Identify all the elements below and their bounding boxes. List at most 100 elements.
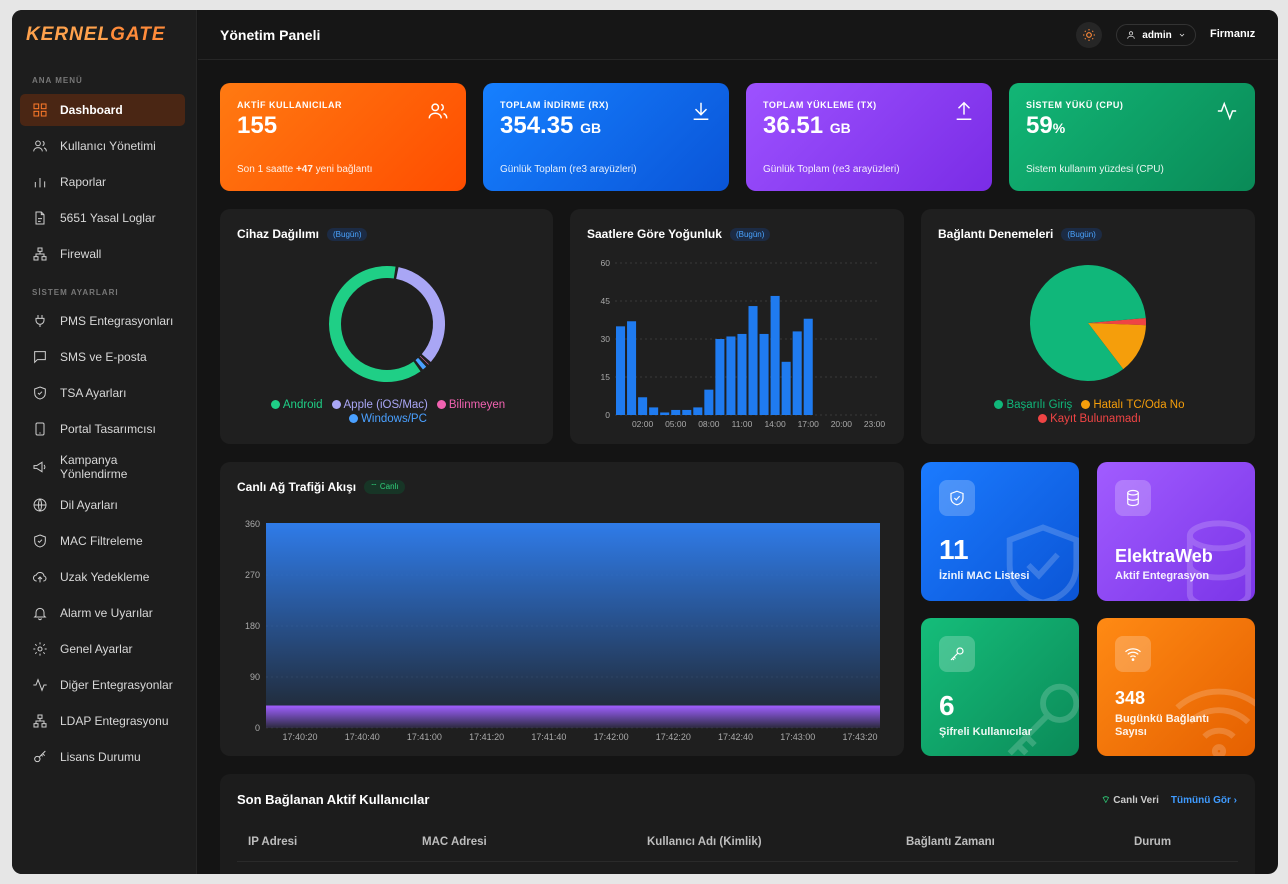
y-tick-label: 0 bbox=[255, 723, 260, 733]
pie-slice-hatal-tc-oda-no[interactable] bbox=[1088, 323, 1146, 370]
sidebar-item-dashboard[interactable]: Dashboard bbox=[20, 94, 185, 126]
bar-15:00[interactable] bbox=[781, 361, 791, 415]
bar-03:00[interactable] bbox=[649, 407, 659, 415]
sidebar-item-firewall[interactable]: Firewall bbox=[20, 238, 185, 270]
area-series-0[interactable] bbox=[266, 524, 880, 728]
sidebar-item-label: Kullanıcı Yönetimi bbox=[60, 139, 156, 153]
firm-name[interactable]: Firmanız bbox=[1210, 28, 1256, 40]
sidebar-item-sms-ve-e-posta[interactable]: SMS ve E-posta bbox=[20, 341, 185, 373]
sidebar-item-label: LDAP Entegrasyonu bbox=[60, 714, 169, 728]
bar-11:00[interactable] bbox=[737, 333, 747, 415]
table-title: Son Bağlanan Aktif Kullanıcılar bbox=[237, 792, 430, 807]
shield-watermark-icon bbox=[993, 515, 1079, 601]
tile-integration[interactable]: ElektraWeb Aktif Entegrasyon bbox=[1097, 462, 1255, 601]
upload-icon bbox=[953, 100, 975, 122]
sidebar-item-kampanya-y-nlendirme[interactable]: Kampanya Yönlendirme bbox=[20, 449, 185, 485]
sidebar-item-label: Firewall bbox=[60, 247, 102, 261]
legend-item[interactable]: Kayıt Bulunamadı bbox=[1035, 413, 1141, 425]
x-tick-label: 17:41:20 bbox=[469, 732, 504, 742]
card-title: Cihaz Dağılımı (Bugün) bbox=[237, 227, 368, 241]
bar-13:00[interactable] bbox=[759, 333, 769, 415]
donut-slice-apple-ios-mac-[interactable] bbox=[395, 267, 445, 362]
card-title: Bağlantı Denemeleri (Bugün) bbox=[938, 227, 1102, 241]
x-tick-label: 20:00 bbox=[831, 419, 853, 429]
sidebar-item-kullan-c-y-netimi[interactable]: Kullanıcı Yönetimi bbox=[20, 130, 185, 162]
legend-item[interactable]: Windows/PC bbox=[346, 413, 427, 425]
card-title: Canlı Ağ Trafiği Akışı ⌔ Canlı bbox=[237, 480, 405, 494]
sidebar-item-ldap-entegrasyonu[interactable]: LDAP Entegrasyonu bbox=[20, 705, 185, 737]
legend-item[interactable]: Apple (iOS/Mac) bbox=[329, 399, 428, 411]
sidebar-item-di-er-entegrasyonlar[interactable]: Diğer Entegrasyonlar bbox=[20, 669, 185, 701]
x-tick-label: 17:40:20 bbox=[282, 732, 317, 742]
pie-slice-ba-ar-l-giri-[interactable] bbox=[1030, 265, 1146, 381]
page-title: Yönetim Paneli bbox=[220, 27, 321, 43]
view-all-link[interactable]: Tümünü Gör › bbox=[1170, 795, 1237, 806]
stat-sub: Sistem kullanım yüzdesi (CPU) bbox=[1026, 164, 1164, 175]
pie-slice-kay-t-bulunamad-[interactable] bbox=[1088, 317, 1146, 326]
stat-card-upload[interactable]: TOPLAM YÜKLEME (TX) 36.51 GB Günlük Topl… bbox=[746, 83, 992, 191]
column-header-ip[interactable]: IP Adresi bbox=[248, 836, 298, 848]
sidebar-item-mac-filtreleme[interactable]: MAC Filtreleme bbox=[20, 525, 185, 557]
sidebar-item-genel-ayarlar[interactable]: Genel Ayarlar bbox=[20, 633, 185, 665]
column-header-mac[interactable]: MAC Adresi bbox=[422, 836, 487, 848]
y-tick-label: 180 bbox=[245, 621, 260, 631]
tile-encrypted-users[interactable]: 6 Şifreli Kullanıcılar bbox=[921, 618, 1079, 756]
theme-toggle-button[interactable] bbox=[1076, 22, 1102, 48]
bar-07:00[interactable] bbox=[693, 407, 703, 415]
user-icon bbox=[1127, 31, 1136, 39]
brand-logo[interactable]: KERNELGATE bbox=[26, 24, 166, 46]
bar-00:00[interactable] bbox=[616, 326, 626, 415]
recent-users-table-card: Son Bağlanan Aktif Kullanıcılar ⌔ Canlı … bbox=[220, 774, 1255, 874]
bar-04:00[interactable] bbox=[660, 412, 670, 415]
sidebar-item-lisans-durumu[interactable]: Lisans Durumu bbox=[20, 741, 185, 773]
x-tick-label: 17:42:20 bbox=[656, 732, 691, 742]
sidebar-item-5651-yasal-loglar[interactable]: 5651 Yasal Loglar bbox=[20, 202, 185, 234]
sidebar-item-dil-ayarlar-[interactable]: Dil Ayarları bbox=[20, 489, 185, 521]
stat-value: 59% bbox=[1026, 112, 1066, 139]
column-header-status[interactable]: Durum bbox=[1134, 836, 1172, 848]
stat-card-cpu[interactable]: SİSTEM YÜKÜ (CPU) 59% Sistem kullanım yü… bbox=[1009, 83, 1255, 191]
bar-08:00[interactable] bbox=[704, 389, 714, 415]
bar-06:00[interactable] bbox=[682, 409, 692, 415]
tile-today-connections[interactable]: 348 Bugünkü Bağlantı Sayısı bbox=[1097, 618, 1255, 756]
bar-16:00[interactable] bbox=[792, 331, 802, 415]
x-tick-label: 17:43:20 bbox=[842, 732, 877, 742]
legend-item[interactable]: Bilinmeyen bbox=[434, 399, 505, 411]
column-header-time[interactable]: Bağlantı Zamanı bbox=[906, 836, 995, 848]
stat-sub: Günlük Toplam (re3 arayüzleri) bbox=[763, 164, 900, 175]
bar-14:00[interactable] bbox=[770, 295, 780, 415]
sidebar-item-pms-entegrasyonlar-[interactable]: PMS Entegrasyonları bbox=[20, 305, 185, 337]
user-menu-button[interactable]: admin bbox=[1116, 24, 1196, 46]
stat-sub: Günlük Toplam (re3 arayüzleri) bbox=[500, 164, 637, 175]
sidebar-item-label: Genel Ayarlar bbox=[60, 642, 133, 656]
legend-item[interactable]: Başarılı Giriş bbox=[991, 399, 1072, 411]
stat-card-download[interactable]: TOPLAM İNDİRME (RX) 354.35 GB Günlük Top… bbox=[483, 83, 729, 191]
cloud-upload-icon bbox=[32, 569, 48, 585]
sidebar-item-uzak-yedekleme[interactable]: Uzak Yedekleme bbox=[20, 561, 185, 593]
sidebar-item-alarm-ve-uyar-lar[interactable]: Alarm ve Uyarılar bbox=[20, 597, 185, 629]
bar-09:00[interactable] bbox=[715, 339, 725, 415]
bar-10:00[interactable] bbox=[726, 336, 736, 415]
bar-12:00[interactable] bbox=[748, 306, 758, 415]
users-icon bbox=[32, 138, 48, 154]
bar-17:00[interactable] bbox=[803, 318, 813, 415]
donut-slice-android[interactable] bbox=[329, 266, 421, 382]
legend-item[interactable]: Android bbox=[268, 399, 323, 411]
bar-01:00[interactable] bbox=[627, 321, 637, 415]
bar-05:00[interactable] bbox=[671, 409, 681, 415]
app-window: KERNELGATE ANA MENÜ Dashboard Kullanıcı Y… bbox=[12, 10, 1278, 874]
x-tick-label: 17:43:00 bbox=[780, 732, 815, 742]
donut-slice-windows-pc[interactable] bbox=[415, 357, 427, 370]
column-header-username[interactable]: Kullanıcı Adı (Kimlik) bbox=[647, 836, 762, 848]
area-series-1[interactable] bbox=[266, 706, 880, 728]
legend-item[interactable]: Hatalı TC/Oda No bbox=[1078, 399, 1185, 411]
sidebar-item-tsa-ayarlar-[interactable]: TSA Ayarları bbox=[20, 377, 185, 409]
tile-allowed-mac[interactable]: 11 İzinli MAC Listesi bbox=[921, 462, 1079, 601]
bar-02:00[interactable] bbox=[638, 397, 648, 415]
stat-card-active-users[interactable]: AKTİF KULLANICILAR 155 Son 1 saatte +47 … bbox=[220, 83, 466, 191]
sidebar-item-portal-tasar-mc-s-[interactable]: Portal Tasarımcısı bbox=[20, 413, 185, 445]
live-traffic-chart: 0 90 180 270 360 17:40:20 17:40:40 17:41:00 17:4… bbox=[245, 519, 880, 742]
y-tick-label: 15 bbox=[601, 372, 611, 382]
sidebar-item-raporlar[interactable]: Raporlar bbox=[20, 166, 185, 198]
sidebar-item-label: TSA Ayarları bbox=[60, 386, 127, 400]
